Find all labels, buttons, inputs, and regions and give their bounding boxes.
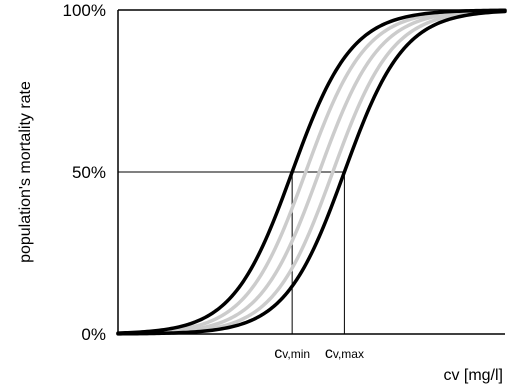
y-tick-label-2: 100% [63, 1, 106, 20]
curve-0 [116, 8, 507, 335]
curves-group [116, 8, 507, 336]
y-axis-label: population's mortality rate [17, 81, 34, 263]
x-axis-label: cv [mg/l] [443, 367, 503, 384]
x-marker-label-0: cv,min [274, 345, 310, 362]
y-tick-labels: 0% 50% 100% [63, 1, 106, 344]
y-tick-label-0: 0% [81, 325, 106, 344]
x-marker-label-1: cv,max [325, 345, 364, 362]
curve-4 [116, 9, 507, 336]
y-tick-label-1: 50% [72, 163, 106, 182]
x-marker-labels: cv,min cv,max [274, 345, 364, 362]
